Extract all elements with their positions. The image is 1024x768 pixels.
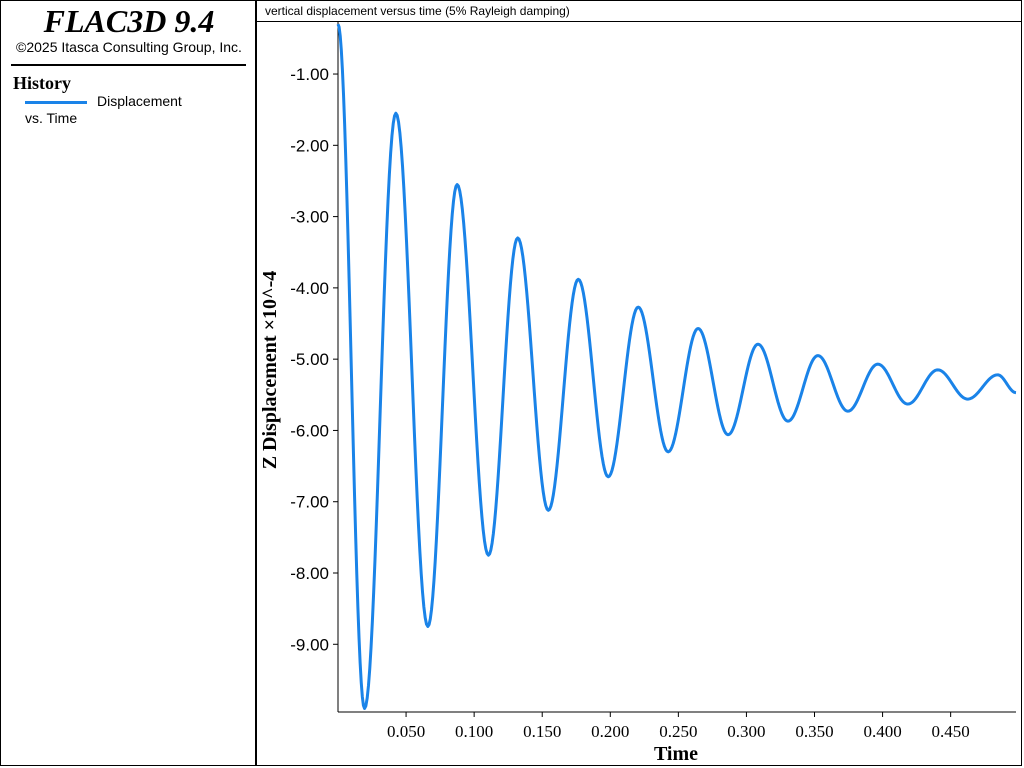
- x-tick-label: 0.150: [523, 722, 561, 741]
- legend-entry-sublabel: vs. Time: [25, 110, 78, 126]
- x-axis-label: Time: [654, 743, 698, 765]
- app-title: FLAC3D 9.4: [43, 3, 215, 39]
- y-axis-label: Z Displacement ×10^-4: [259, 271, 281, 470]
- legend-divider: [11, 64, 246, 66]
- x-tick-label: 0.100: [455, 722, 493, 741]
- title-divider: [257, 21, 1021, 22]
- y-tick-label: -5.00: [290, 350, 329, 369]
- chart-title: vertical displacement versus time (5% Ra…: [265, 4, 570, 18]
- x-tick-label: 0.300: [727, 722, 765, 741]
- y-tick-label: -9.00: [290, 635, 329, 654]
- y-tick-label: -2.00: [290, 136, 329, 155]
- y-tick-label: -8.00: [290, 564, 329, 583]
- legend-swatch: [25, 101, 87, 104]
- x-tick-label: 0.200: [591, 722, 629, 741]
- x-tick-label: 0.400: [863, 722, 901, 741]
- legend-entry-label: Displacement: [97, 93, 182, 109]
- y-tick-label: -7.00: [290, 493, 329, 512]
- x-tick-label: 0.350: [795, 722, 833, 741]
- series-line: [336, 23, 1017, 710]
- legend-heading: History: [13, 73, 71, 93]
- x-tick-label: 0.050: [387, 722, 425, 741]
- chart-svg: -1.00 -2.00 -3.00 -4.00 -5.00 -6.00 -7.00 -8.00…: [259, 22, 1017, 765]
- y-tick-label: -4.00: [290, 279, 329, 298]
- x-axis-ticks: 0.050 0.100 0.150 0.200 0.250 0.300 0.350 0.400…: [387, 712, 970, 741]
- plot-panel: vertical displacement versus time (5% Ra…: [256, 0, 1022, 766]
- y-tick-label: -3.00: [290, 208, 329, 227]
- copyright-text: ©2025 Itasca Consulting Group, Inc.: [16, 39, 242, 55]
- y-axis-ticks: -1.00 -2.00 -3.00 -4.00 -5.00 -6.00 -7.00 -8.00…: [290, 65, 338, 654]
- y-tick-label: -1.00: [290, 65, 329, 84]
- x-tick-label: 0.450: [932, 722, 970, 741]
- legend-panel: FLAC3D 9.4 ©2025 Itasca Consulting Group…: [0, 0, 256, 766]
- x-tick-label: 0.250: [659, 722, 697, 741]
- y-tick-label: -6.00: [290, 421, 329, 440]
